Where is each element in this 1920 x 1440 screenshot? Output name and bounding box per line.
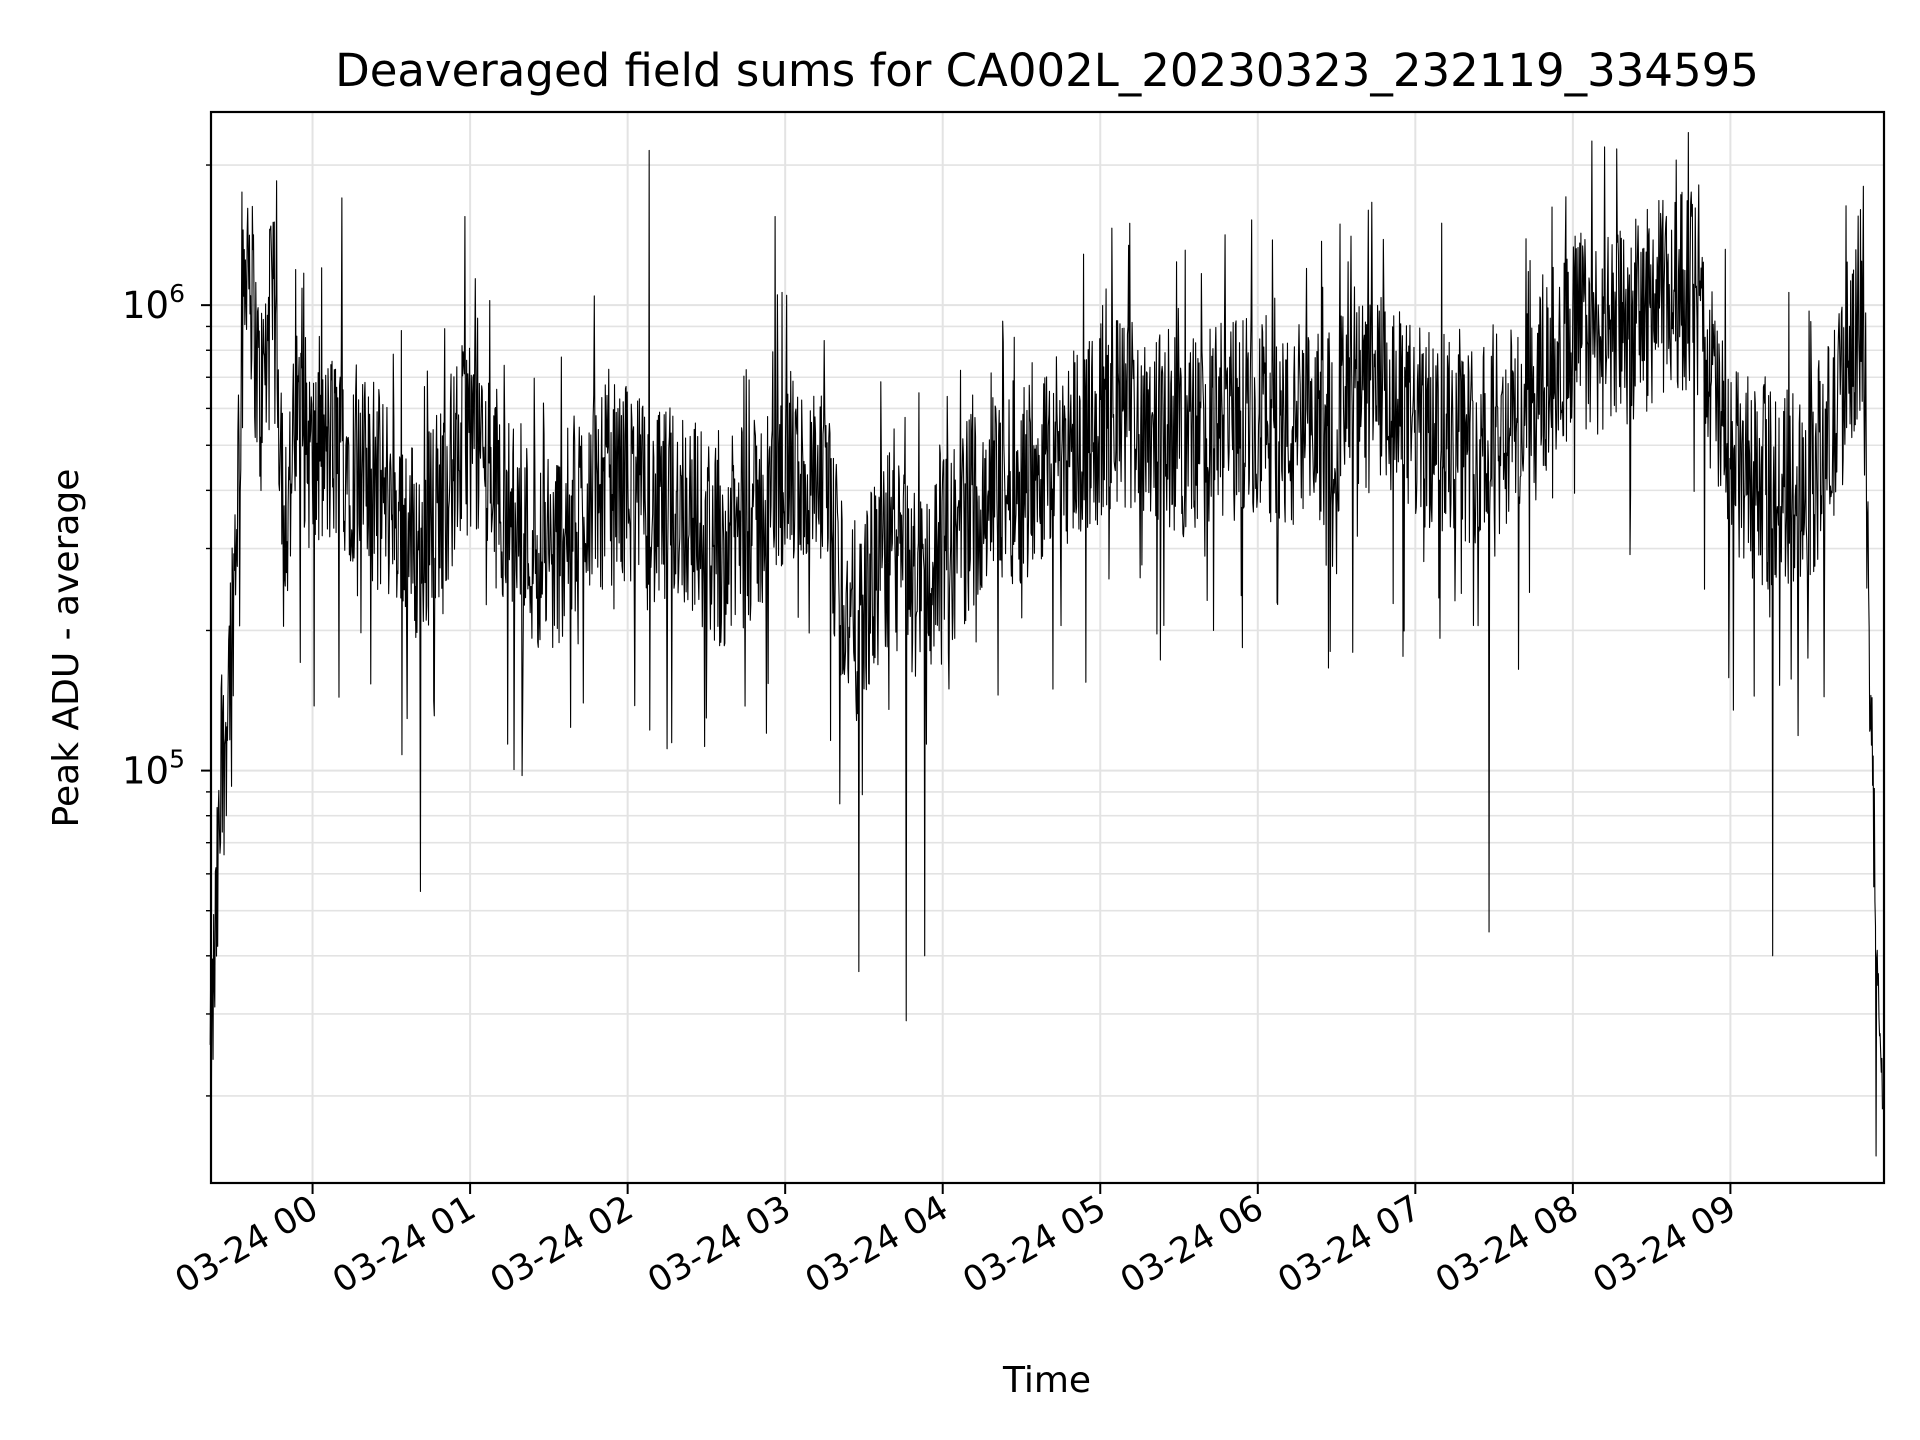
y-axis-label: Peak ADU - average: [46, 469, 87, 828]
series-line: [209, 132, 1883, 1157]
data-series-line: [209, 132, 1883, 1157]
y-tick-label: 106: [122, 279, 185, 327]
y-tick-label: 105: [122, 745, 185, 793]
grid: [211, 112, 1884, 1183]
y-axis-ticks: 105 106: [122, 164, 211, 1097]
x-axis-label: Time: [1002, 1360, 1091, 1401]
plot-area-frame: [209, 110, 1886, 1185]
chart-title: Deaveraged field sums for CA002L_2023032…: [335, 44, 1759, 97]
